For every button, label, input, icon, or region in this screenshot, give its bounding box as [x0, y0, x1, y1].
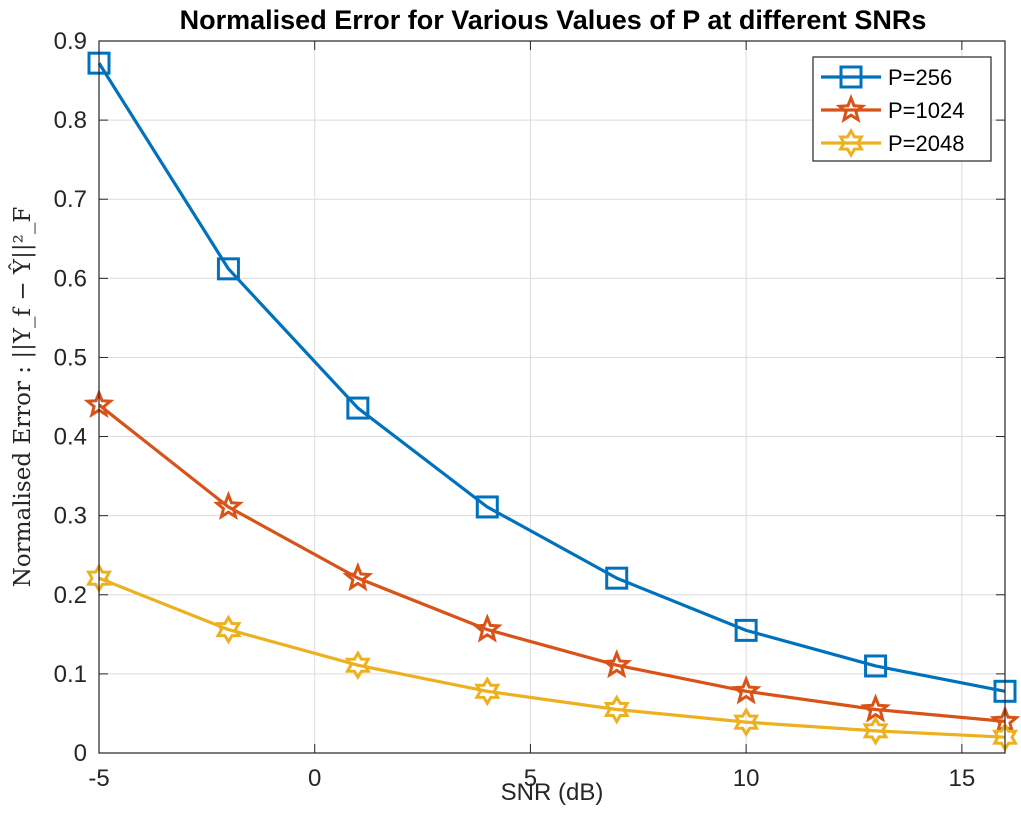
x-axis-ticks: -5 0 5 10 15	[88, 41, 975, 792]
legend-label-p-256: P=256	[888, 65, 952, 90]
x-tick-label: -5	[88, 765, 109, 792]
data-point-p-256	[734, 618, 758, 642]
data-point-p-2048	[344, 650, 371, 681]
legend-marker-p-2048	[838, 128, 864, 158]
legend: P=256 P=1024 P=2048	[812, 56, 992, 162]
data-point-p-2048	[733, 707, 760, 738]
y-tick-label: 0.2	[54, 582, 87, 609]
y-tick-label: 0	[74, 740, 87, 767]
data-point-p-1024	[471, 613, 503, 643]
data-point-p-256	[605, 566, 629, 590]
legend-item-p-1024: P=1024	[821, 93, 964, 124]
data-point-p-2048	[862, 715, 889, 746]
series-line-p-1024	[98, 403, 1006, 723]
data-point-p-256	[216, 257, 240, 281]
data-point-p-1024	[730, 675, 762, 705]
y-tick-label: 0.1	[54, 661, 87, 688]
series-line-p-256	[97, 62, 1006, 693]
series-p-1024	[83, 388, 1021, 735]
series-p-256	[87, 51, 1017, 703]
series-group	[83, 51, 1021, 753]
data-point-p-1024	[601, 649, 633, 679]
y-axis-label: Normalised Error : ||Y_f − Ŷ||²_F	[9, 207, 36, 588]
x-tick-label: 0	[308, 765, 321, 792]
x-axis-label: SNR (dB)	[501, 779, 604, 806]
data-point-p-2048	[215, 614, 242, 645]
legend-label-p-2048: P=2048	[888, 131, 964, 156]
series-p-2048	[86, 563, 1018, 753]
y-tick-label: 0.6	[54, 265, 87, 292]
y-tick-label: 0.3	[54, 503, 87, 530]
data-point-p-1024	[342, 562, 374, 592]
chart-title: Normalised Error for Various Values of P…	[180, 5, 927, 35]
x-tick-label: 5	[524, 765, 537, 792]
series-line-p-2048	[98, 576, 1006, 739]
y-axis-ticks: 0 0.1 0.2 0.3 0.4 0.5 0.6 0.7 0.8 0.9	[54, 28, 1005, 767]
x-tick-label: 10	[733, 765, 760, 792]
data-point-p-256	[475, 495, 499, 519]
plot-frame	[98, 40, 1006, 754]
data-point-p-256	[864, 654, 888, 678]
legend-marker-p-256	[839, 65, 863, 89]
legend-label-p-1024: P=1024	[888, 98, 964, 123]
data-point-p-1024	[213, 490, 244, 520]
legend-marker-p-1024	[835, 93, 867, 124]
y-tick-label: 0.5	[54, 344, 87, 371]
y-tick-label: 0.4	[54, 424, 87, 451]
x-tick-label: 15	[949, 765, 976, 792]
data-point-p-2048	[474, 676, 501, 707]
y-tick-label: 0.7	[54, 186, 87, 213]
legend-item-p-2048: P=2048	[821, 128, 964, 158]
data-point-p-2048	[603, 694, 630, 725]
y-tick-label: 0.8	[54, 107, 87, 134]
data-point-p-256	[346, 396, 370, 420]
y-tick-label: 0.9	[54, 28, 87, 55]
data-point-p-1024	[860, 693, 891, 723]
legend-item-p-256: P=256	[821, 65, 952, 90]
